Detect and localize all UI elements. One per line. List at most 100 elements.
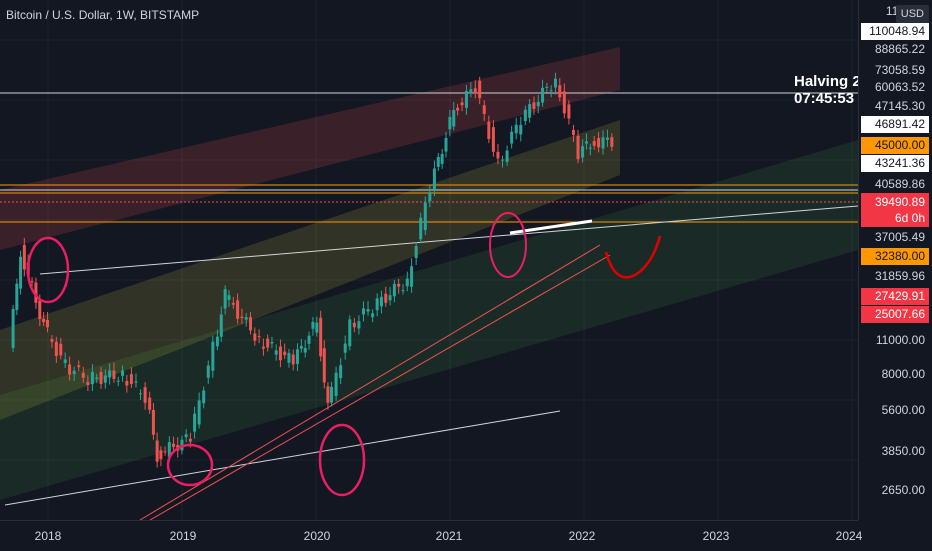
bar-countdown: 6d 0h: [894, 211, 925, 225]
candle-body: [487, 121, 491, 140]
candle-body: [253, 333, 257, 341]
candle-body: [81, 372, 85, 378]
candle-body: [464, 90, 468, 108]
candle-body: [34, 282, 38, 303]
candle-body: [423, 202, 427, 231]
candle-body: [266, 338, 270, 348]
candle-body: [211, 341, 215, 371]
price-axis-label: 27429.91: [861, 288, 929, 305]
candle-body: [231, 302, 235, 305]
candle-body: [549, 90, 553, 92]
candle-body: [274, 350, 278, 355]
current-price-value: 39490.89: [874, 195, 925, 209]
candle-body: [379, 296, 383, 307]
candle-body: [223, 289, 227, 309]
candle-body: [553, 78, 557, 88]
candle-body: [505, 150, 509, 162]
candle-body: [86, 382, 90, 385]
candle-body: [129, 374, 133, 384]
time-axis-label: 2024: [835, 529, 863, 543]
candle-body: [491, 127, 495, 152]
candle-body: [436, 156, 440, 167]
candle-body: [38, 300, 42, 319]
annotation-circle: [26, 236, 70, 304]
price-axis-label: 11000.00: [875, 333, 925, 347]
candle-body: [319, 317, 323, 357]
candle-body: [307, 335, 311, 344]
candle-body: [545, 86, 549, 88]
candle-body: [270, 341, 274, 344]
chart-canvas[interactable]: [0, 0, 859, 521]
candle-body: [528, 104, 532, 118]
candle-body: [143, 387, 147, 403]
candle-body: [478, 80, 482, 99]
price-axis-label: 2650.00: [881, 483, 925, 497]
price-axis-label: 60063.52: [874, 80, 925, 94]
candle-body: [59, 343, 63, 356]
candle-body: [456, 107, 460, 111]
candle-body: [291, 354, 295, 365]
price-axis-label: 25007.66: [861, 306, 929, 323]
candle-body: [63, 359, 67, 363]
halving-countdown-title: Halving 2: [794, 73, 858, 90]
price-axis-label: 5600.00: [881, 403, 925, 417]
candle-body: [567, 104, 571, 119]
candle-body: [432, 168, 436, 190]
candle-body: [99, 372, 103, 384]
price-axis-label: 31859.96: [874, 269, 925, 283]
candle-body: [523, 109, 527, 122]
price-axis-label: 3850.00: [881, 444, 925, 458]
candle-body: [22, 244, 26, 270]
price-axis[interactable]: 11... 04 USD 110048.9488865.2273058.5960…: [858, 0, 932, 520]
halving-countdown-time: 07:45:53: [794, 90, 855, 107]
currency-button[interactable]: USD: [895, 5, 929, 23]
trend-line: [39, 205, 859, 275]
symbol-title[interactable]: Bitcoin / U.S. Dollar, 1W, BITSTAMP: [6, 8, 200, 22]
candle-body: [163, 451, 167, 453]
price-axis-label: 32380.00: [861, 248, 929, 265]
price-axis-label: 46891.42: [861, 116, 929, 133]
candle-body: [384, 293, 388, 303]
candle-body: [401, 290, 405, 292]
candle-body: [219, 314, 223, 337]
candle-body: [68, 364, 72, 375]
candle-body: [116, 380, 120, 382]
candle-body: [326, 386, 330, 403]
candle-body: [597, 138, 601, 148]
candle-body: [361, 308, 365, 315]
candle-body: [125, 380, 129, 386]
time-axis[interactable]: 2018 2019 2020 2021 2022 2023 2024: [0, 520, 862, 551]
candle-body: [448, 116, 452, 130]
candle-body: [112, 370, 116, 379]
price-axis-label: 8000.00: [881, 367, 925, 381]
candle-body: [576, 135, 580, 160]
candle-body: [121, 370, 125, 376]
candle-body: [419, 217, 423, 240]
candle-body: [167, 442, 171, 457]
annotation-circle: [166, 443, 214, 487]
candle-body: [605, 137, 609, 140]
candle-body: [348, 319, 352, 347]
candle-body: [562, 91, 566, 114]
candle-body: [339, 365, 343, 379]
candle-body: [334, 372, 338, 397]
candle-body: [197, 400, 201, 425]
candle-body: [148, 397, 152, 410]
halving-countdown: Halving 2 07:45:53: [794, 73, 858, 107]
band-green: [0, 140, 858, 500]
candle-body: [206, 365, 210, 378]
candle-body: [375, 298, 379, 311]
trend-line-red: [139, 244, 601, 521]
candle-body: [469, 89, 473, 94]
candle-body: [244, 317, 248, 320]
price-chart[interactable]: [0, 0, 859, 521]
candle-body: [541, 87, 545, 103]
current-price-label: 39490.89 6d 0h: [861, 193, 929, 227]
candle-body: [15, 283, 19, 310]
candle-body: [72, 370, 76, 374]
candle-body: [54, 341, 58, 356]
candle-body: [227, 295, 231, 300]
candle-body: [287, 352, 291, 363]
candle-body: [249, 317, 253, 331]
candle-body: [311, 321, 315, 329]
